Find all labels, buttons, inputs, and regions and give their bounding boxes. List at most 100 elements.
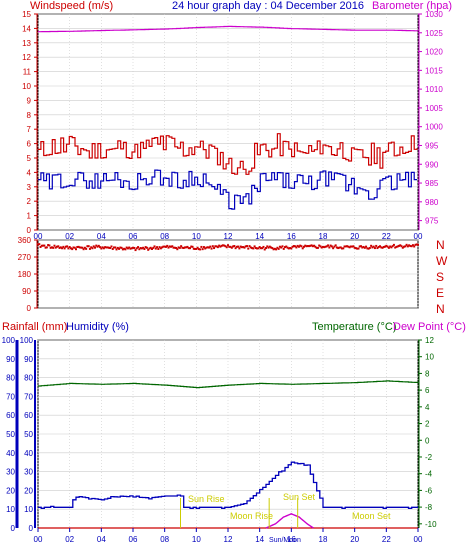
direction-point [242,246,245,249]
direction-point [228,245,231,248]
wind-hour-label: 06 [129,232,138,241]
direction-point [130,247,133,250]
direction-point [362,245,365,248]
direction-point [119,246,122,249]
direction-point [101,246,104,249]
direction-point [408,244,411,247]
direction-point [58,246,61,249]
direction-point [109,246,112,249]
direction-point [75,248,77,251]
temperature-tick-label: 0 [425,436,430,445]
direction-point [167,246,170,249]
direction-point [189,247,191,250]
direction-point [398,244,400,247]
temperature-tick-label: 6 [425,386,430,395]
direction-point [62,245,65,248]
direction-label-n-bottom: N [436,302,445,316]
direction-point [116,246,119,249]
lower-hour-label: 02 [65,535,74,544]
direction-point [348,246,351,249]
direction-point [132,246,134,249]
direction-point [77,245,80,248]
temperature-tick-label: -6 [425,486,433,495]
direction-point [230,246,233,249]
direction-point [128,246,131,249]
direction-point [259,247,262,250]
direction-point [137,246,140,249]
direction-point [308,245,311,248]
direction-point [149,246,152,249]
direction-point [87,245,90,248]
direction-point [256,247,259,250]
wind-hour-label: 18 [319,232,328,241]
baro-tick-label: 985 [425,179,439,188]
direction-point [330,245,333,248]
wind-tick-label: 4 [27,168,32,177]
direction-point [216,246,219,249]
direction-point [303,245,305,248]
direction-point [177,246,180,249]
direction-point [102,247,105,250]
direction-point [258,246,261,249]
direction-point [341,247,343,250]
direction-point [176,248,179,251]
wind-tick-label: 6 [27,140,32,149]
direction-point [276,246,279,249]
direction-point [115,248,118,251]
direction-point [145,246,148,249]
rain-tick-label: 90 [6,355,15,364]
direction-point [296,244,299,247]
direction-point [48,244,51,247]
temperature-tick-label: 4 [425,403,430,412]
direction-point [201,248,204,251]
direction-point [152,246,155,249]
direction-point [81,246,84,249]
direction-point [123,247,126,250]
direction-point [251,247,254,250]
baro-tick-label: 995 [425,141,439,150]
wind-hour-label: 08 [160,232,169,241]
direction-point [172,246,175,249]
direction-point [100,247,103,250]
direction-point [88,247,91,250]
direction-point [126,247,129,250]
humidity-tick-label: 0 [29,524,34,533]
direction-tick-label: 90 [22,287,31,296]
humidity-tick-label: 40 [24,449,33,458]
direction-point [218,244,221,247]
direction-point [96,245,99,248]
direction-point [49,246,52,249]
direction-point [135,247,138,250]
direction-point [386,245,389,248]
direction-point [199,248,202,251]
direction-point [195,247,198,250]
direction-point [310,244,313,247]
direction-point [69,247,72,250]
direction-point [120,246,123,249]
direction-point [401,246,404,249]
direction-point [267,246,270,249]
direction-point [197,248,200,251]
direction-point [290,247,293,250]
direction-point [358,245,361,248]
direction-point [204,247,207,250]
barometer-axis-title: Barometer (hpa) [372,0,452,12]
dewpoint-axis-title: Dew Point (°C) [393,321,466,333]
direction-point [289,247,292,250]
direction-point [219,245,222,248]
direction-point [221,244,224,247]
direction-point [161,246,164,249]
direction-point [224,245,227,248]
rain-tick-label: 100 [2,336,16,345]
direction-point [391,245,394,248]
direction-tick-label: 180 [18,270,32,279]
direction-point [356,247,359,250]
lower-hour-label: 00 [414,535,423,544]
wind-tick-label: 13 [22,39,31,48]
direction-point [254,247,257,250]
direction-point [237,245,240,248]
direction-point [148,247,151,250]
direction-point [414,243,417,246]
direction-point [263,248,266,251]
direction-point [113,246,115,249]
